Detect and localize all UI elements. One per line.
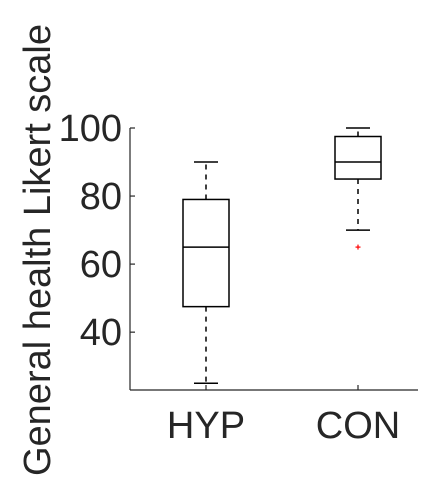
y-tick-label: 100 bbox=[59, 108, 122, 150]
x-tick-label-hyp: HYP bbox=[167, 405, 245, 447]
box-hyp bbox=[182, 161, 230, 384]
x-ticks: HYP CON bbox=[167, 385, 400, 447]
y-tick-label: 80 bbox=[80, 176, 122, 218]
iqr-box bbox=[334, 135, 382, 180]
y-tick-label: 40 bbox=[80, 312, 122, 354]
y-ticks: 40 60 80 100 bbox=[59, 108, 135, 354]
box-con bbox=[334, 127, 382, 250]
y-tick-label: 60 bbox=[80, 244, 122, 286]
box-series bbox=[182, 127, 382, 384]
y-axis-label: General health Likert scale bbox=[17, 24, 59, 476]
x-tick-label-con: CON bbox=[316, 405, 400, 447]
outlier-point bbox=[355, 244, 361, 250]
iqr-box bbox=[182, 198, 230, 308]
